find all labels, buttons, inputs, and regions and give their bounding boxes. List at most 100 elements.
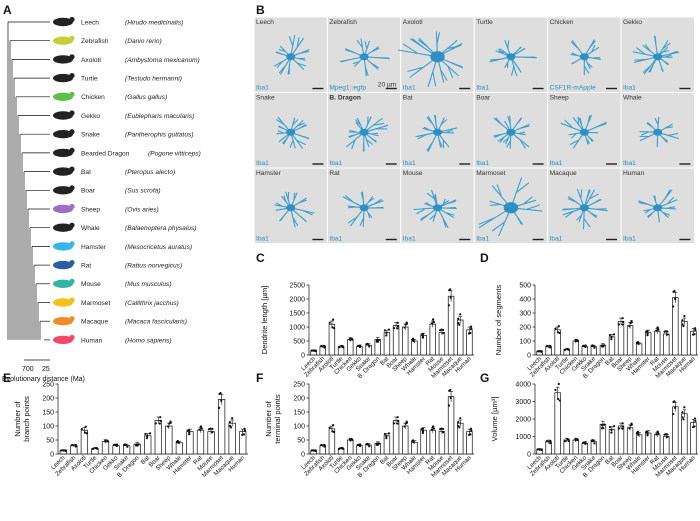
data-point <box>610 431 613 434</box>
species-row: Snake (Pantherophis guttatus) <box>53 129 194 139</box>
species-latin-name: (Pogone vitticeps) <box>148 150 201 157</box>
data-point <box>593 442 596 445</box>
microglia-processes <box>638 189 678 223</box>
species-latin-name: (Mus musculus) <box>125 281 172 288</box>
data-point <box>385 434 388 438</box>
data-point <box>104 439 107 443</box>
bar <box>347 339 354 356</box>
data-point <box>566 438 569 441</box>
data-point <box>432 321 435 324</box>
data-point <box>312 349 315 352</box>
animal-silhouette-icon <box>53 92 73 102</box>
tile-stain-label: Iba1 <box>476 236 489 243</box>
species-latin-name: (Ovis aries) <box>125 206 159 213</box>
microglia-soma <box>579 53 589 61</box>
microglia-soma <box>433 128 442 136</box>
bar <box>101 441 110 455</box>
animal-silhouette-icon <box>53 36 73 45</box>
microglia-tile: B. Dragon Iba1 <box>326 92 402 169</box>
data-point <box>540 350 543 353</box>
y-tick-label: 0 <box>527 353 531 360</box>
data-point <box>328 321 331 324</box>
species-row: Bat (Pteropus alecto) <box>53 166 175 176</box>
data-point <box>199 425 202 428</box>
bar <box>411 441 418 455</box>
data-point <box>328 426 331 429</box>
species-latin-name: (Macaca fascicularis) <box>125 319 187 326</box>
data-point <box>357 443 360 446</box>
data-point <box>167 425 170 428</box>
data-point <box>420 333 423 336</box>
bar <box>196 429 205 455</box>
microglia-processes <box>639 116 680 147</box>
data-point <box>430 428 433 431</box>
tile-species-label: Marmoset <box>476 170 505 177</box>
species-common-name: Axolotl <box>81 57 101 64</box>
data-point <box>144 432 147 436</box>
data-point <box>74 445 77 448</box>
bar <box>175 442 184 455</box>
data-point <box>396 416 399 419</box>
data-point <box>582 344 585 347</box>
species-list: Leech (Hirudo medicinalis) Zebrafish (Danio… <box>53 16 201 344</box>
data-point <box>612 333 616 336</box>
species-common-name: Sheep <box>81 206 100 213</box>
species-latin-name: (Gallus gallus) <box>125 94 167 101</box>
animal-head-icon <box>69 110 75 116</box>
data-point <box>612 425 616 428</box>
data-point <box>441 332 445 335</box>
animal-silhouette-icon <box>53 260 73 270</box>
data-point <box>628 325 631 328</box>
y-tick-label: 400 <box>519 297 531 304</box>
x-tick-label: Rat <box>424 454 436 466</box>
data-point <box>83 431 87 434</box>
tile-stain-label: Iba1 <box>256 85 269 92</box>
microglia-tile: Leech Iba1 <box>253 16 328 93</box>
y-tick-label: 250 <box>293 382 305 389</box>
data-point <box>459 313 462 316</box>
data-point <box>310 449 313 452</box>
bar <box>635 343 643 356</box>
y-tick-label: 200 <box>519 325 531 332</box>
bar <box>617 425 625 455</box>
data-point <box>549 346 552 349</box>
tile-stain-label: Iba1 <box>550 160 563 167</box>
y-tick-label: 0 <box>527 452 531 459</box>
data-point <box>241 433 244 436</box>
microglia-processes <box>570 39 601 75</box>
x-tick-label: Rat <box>424 355 436 367</box>
data-point <box>682 324 685 328</box>
data-point <box>176 440 179 444</box>
data-point <box>629 321 632 325</box>
data-point <box>545 440 549 443</box>
data-point <box>681 411 684 414</box>
y-tick-label: 500 <box>293 339 305 346</box>
data-point <box>243 429 247 432</box>
data-point <box>405 420 408 423</box>
data-point <box>84 425 87 428</box>
data-point <box>591 344 594 347</box>
data-point <box>431 318 435 321</box>
tree-scale-label: Evolutionary distance (Ma) <box>2 376 85 383</box>
animal-head-icon <box>69 73 75 79</box>
data-point <box>657 432 660 435</box>
data-point <box>683 314 686 318</box>
y-tick-label: 100 <box>519 339 531 346</box>
phylogenetic-tree <box>7 21 50 341</box>
y-tick-label: 200 <box>293 396 305 403</box>
animal-head-icon <box>69 297 75 303</box>
microglia-soma <box>579 128 589 136</box>
animal-head-icon <box>69 166 75 172</box>
microglia-processes <box>345 116 389 152</box>
y-tick-label: 150 <box>293 410 305 417</box>
bar <box>554 392 561 455</box>
species-row: Macaque (Macaca fascicularis) <box>53 316 187 326</box>
bar <box>402 425 409 455</box>
tile-species-label: Gekko <box>623 19 642 26</box>
species-row: Whale (Balaenoptera physalus) <box>53 222 196 232</box>
y-tick-label: 500 <box>519 283 531 290</box>
animal-silhouette-icon <box>53 167 73 176</box>
bar <box>438 431 446 455</box>
